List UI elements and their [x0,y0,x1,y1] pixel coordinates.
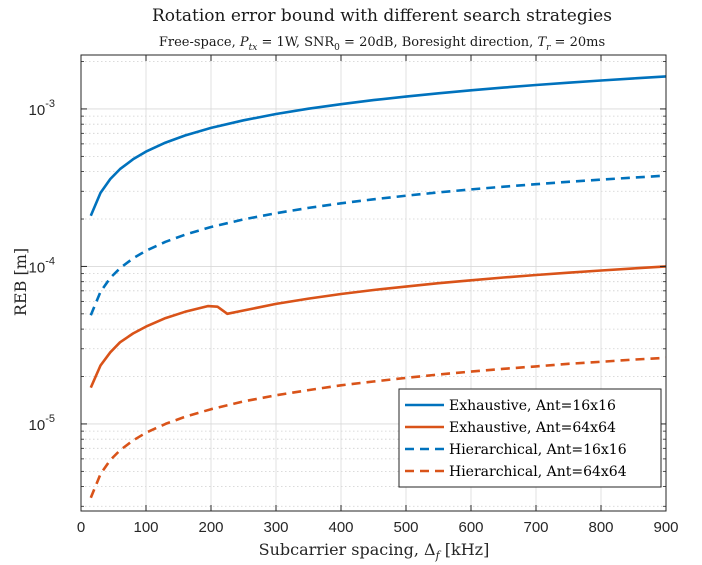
y-axis-label: REB [m] [11,248,30,316]
x-tick-labels: 0 100 200 300 400 500 600 700 800 900 [77,519,679,536]
series-line-4 [89,356,667,499]
y-tick-label: 10-4 [29,255,55,276]
x-tick-label: 300 [263,519,288,536]
x-tick-label: 600 [458,519,483,536]
x-tick-label: 700 [523,519,548,536]
legend: Exhaustive, Ant=16x16 Exhaustive, Ant=64x… [398,388,662,488]
chart-subtitle: Free-space, Ptx = 1W, SNR0 = 20dB, Bores… [159,35,605,53]
legend-label-2: Exhaustive, Ant=64x64 [449,420,616,436]
y-tick-label: 10-3 [29,98,55,119]
x-tick-label: 200 [198,519,223,536]
legend-label-1: Exhaustive, Ant=16x16 [449,398,616,414]
x-tick-label: 100 [133,519,158,536]
series-line-1 [89,75,667,217]
legend-label-3: Hierarchical, Ant=16x16 [449,442,627,458]
legend-label-4: Hierarchical, Ant=64x64 [449,464,627,480]
x-tick-label: 900 [653,519,678,536]
y-tick-labels: 10-5 10-4 10-3 [29,98,55,434]
tick-marks [80,55,667,511]
series-line-3 [89,174,667,316]
x-tick-label: 800 [588,519,613,536]
chart-title: Rotation error bound with different sear… [152,6,612,26]
y-tick-label: 10-5 [29,413,55,434]
x-tick-label: 0 [77,519,85,536]
x-tick-label: 400 [328,519,353,536]
plot-frame [80,54,667,512]
x-axis-label: Subcarrier spacing, Δf [kHz] [259,540,490,562]
minor-grid [81,61,666,507]
series-layer [89,75,667,499]
series-line-2 [89,265,667,389]
x-tick-label: 500 [393,519,418,536]
